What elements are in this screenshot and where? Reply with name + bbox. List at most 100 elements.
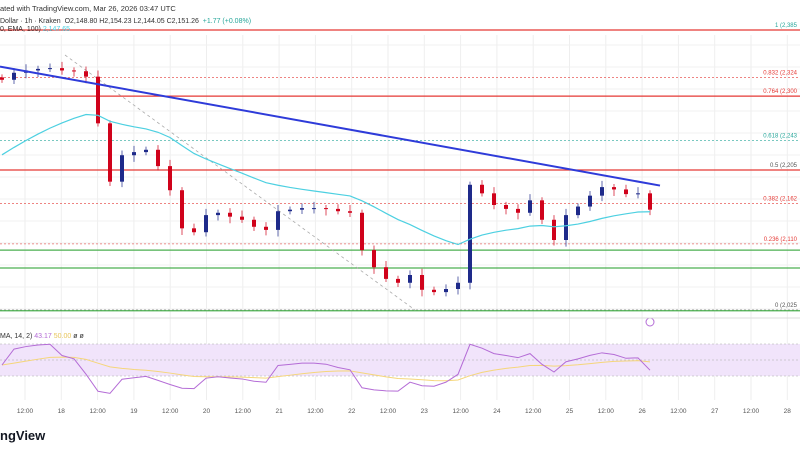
candle-body (60, 68, 64, 71)
candle-body (144, 149, 148, 153)
candle-body (312, 208, 316, 210)
candle-body (540, 200, 544, 220)
candle-body (156, 149, 160, 167)
x-axis-tick: 18 (58, 408, 66, 415)
candle-body (444, 289, 448, 293)
candle-body (552, 219, 556, 240)
x-axis-tick: 22 (348, 408, 356, 415)
candle-body (96, 76, 100, 124)
candle-body (468, 184, 472, 283)
fib-level-label: 0 (2,025 (775, 303, 798, 309)
candle-body (0, 77, 4, 80)
x-axis-tick: 25 (566, 408, 574, 415)
candle-body (648, 193, 652, 210)
fib-level-label: 0.236 (2,110 (764, 237, 798, 243)
candle-body (624, 189, 628, 195)
x-axis-tick: 24 (493, 408, 501, 415)
x-axis-tick: 23 (421, 408, 429, 415)
fib-level-label: 0.5 (2,205 (770, 163, 798, 169)
rsi-ma-value: 50.00 (53, 333, 72, 340)
candle-body (300, 208, 304, 210)
x-axis-tick: 12:00 (452, 408, 469, 415)
candle-body (336, 208, 340, 212)
candle-body (288, 209, 292, 212)
x-axis-tick: 19 (130, 408, 138, 415)
x-axis-tick: 12:00 (17, 408, 34, 415)
candle-body (396, 278, 400, 283)
x-axis-tick: 12:00 (598, 408, 615, 415)
x-axis-tick: 12:00 (307, 408, 324, 415)
ema-100-line (1, 113, 651, 246)
x-axis-tick: 12:00 (380, 408, 397, 415)
candle-body (576, 206, 580, 216)
rsi-value: 43.17 (34, 333, 52, 340)
candle-body (372, 250, 376, 268)
candle-body (504, 205, 508, 209)
candle-body (276, 211, 280, 230)
candle-body (168, 166, 172, 191)
x-axis-tick: 12:00 (235, 408, 252, 415)
rsi-ma-line (1, 356, 651, 382)
ema-value: 2,147.65 (42, 26, 71, 33)
x-axis-tick: 21 (275, 408, 283, 415)
tradingview-logo: ngView (0, 428, 46, 443)
rsi-legend: MA, 14, 2) 43.17 50.00 ø ø (0, 333, 84, 340)
candle-body (204, 215, 208, 233)
candle-body (240, 216, 244, 220)
candle-body (348, 211, 352, 213)
candle-body (84, 71, 88, 77)
candle-body (384, 267, 388, 279)
x-axis-tick: 27 (711, 408, 719, 415)
candle-body (420, 275, 424, 290)
symbol-legend: Dollar · 1h · Kraken O2,148.80 H2,154.23… (0, 18, 251, 25)
x-axis-tick: 12:00 (162, 408, 179, 415)
x-axis-tick: 12:00 (743, 408, 760, 415)
candle-body (480, 184, 484, 194)
rsi-label: MA, 14, 2) (0, 333, 33, 340)
fib-level-label: 0.764 (2,300 (763, 89, 797, 95)
x-axis-tick: 12:00 (525, 408, 542, 415)
candle-body (228, 212, 232, 217)
published-note: ated with TradingView.com, Mar 26, 2026 … (0, 4, 176, 13)
candle-body (408, 275, 412, 283)
candle-body (456, 282, 460, 289)
x-axis-tick: 20 (203, 408, 211, 415)
candle-body (216, 212, 220, 216)
rsi-line (1, 343, 651, 394)
candle-body (528, 200, 532, 213)
alert-icon (645, 317, 655, 327)
fib-level-label: 0.382 (2,162 (763, 196, 797, 202)
candle-body (588, 195, 592, 207)
candle-body (636, 193, 640, 195)
candle-body (72, 70, 76, 72)
candle-body (492, 193, 496, 205)
candle-body (600, 187, 604, 196)
candle-body (132, 152, 136, 156)
ema-legend: 0, EMA, 100) 2,147.65 (0, 26, 70, 33)
candle-body (612, 187, 616, 190)
x-axis-tick: 12:00 (89, 408, 106, 415)
candle-body (360, 212, 364, 251)
candle-body (12, 72, 16, 80)
candle-body (36, 68, 40, 71)
candle-body (564, 215, 568, 240)
candle-body (324, 208, 328, 210)
fib-level-label: 0.832 (2,324 (763, 70, 797, 76)
candle-body (120, 155, 124, 182)
candle-body (180, 190, 184, 229)
rsi-extra: ø ø (73, 333, 84, 340)
candle-body (252, 219, 256, 227)
candle-body (48, 68, 52, 70)
fib-level-label: 0.618 (2,243 (763, 133, 797, 139)
candle-body (516, 208, 520, 213)
candle-body (432, 289, 436, 293)
ohlc-values: O2,148.80 H2,154.23 L2,144.05 C2,151.26 (64, 18, 199, 25)
fib-level-label: 1 (2,385 (775, 23, 798, 29)
fib-trend-diagonal (64, 54, 416, 311)
candle-body (108, 123, 112, 182)
candle-body (264, 226, 268, 230)
candle-body (192, 228, 196, 233)
trend-line (0, 65, 661, 187)
symbol-name: Dollar · 1h · Kraken (0, 18, 61, 25)
